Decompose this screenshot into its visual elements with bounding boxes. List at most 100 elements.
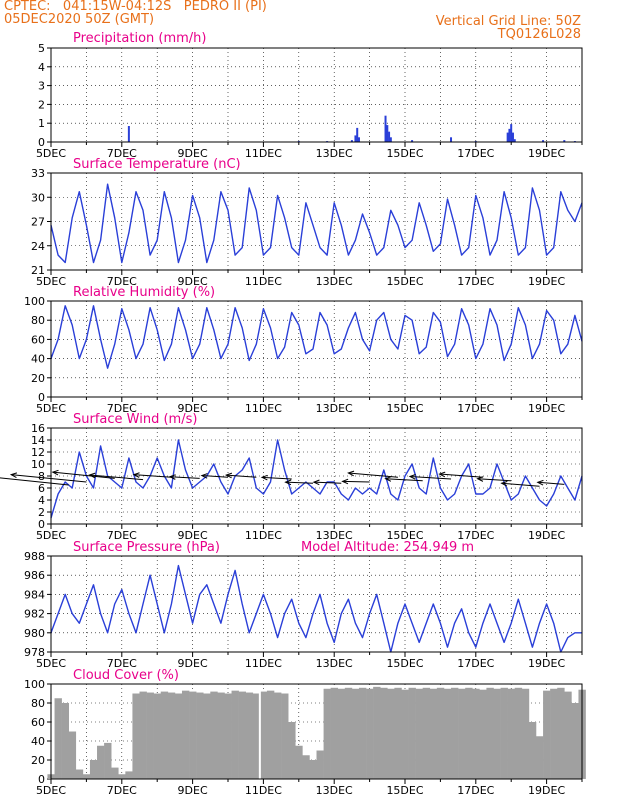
cloud-bar <box>429 688 438 779</box>
y-tick-label: 14 <box>31 434 45 447</box>
wind-arrow <box>385 478 423 482</box>
precip-bar <box>511 132 514 142</box>
wind-arrow-head <box>438 471 446 478</box>
panel-title: Surface Temperature (nC) <box>73 157 241 172</box>
x-tick-label: 5DEC <box>36 784 66 797</box>
cloud-bar <box>458 688 466 779</box>
cloud-bar <box>436 687 445 779</box>
date-header: 05DEC2020 50Z (GMT) <box>4 12 155 27</box>
x-tick-label: 19DEC <box>528 657 565 670</box>
cloud-bar <box>373 686 381 779</box>
x-tick-label: 7DEC <box>107 147 137 160</box>
x-tick-label: 5DEC <box>36 657 66 670</box>
cloud-bar <box>231 690 239 779</box>
cloud-bar <box>274 692 282 779</box>
cloud-bar <box>89 760 98 779</box>
y-tick-label: 16 <box>31 422 45 435</box>
y-tick-label: 4 <box>38 494 45 507</box>
wind-arrow-head <box>51 469 59 476</box>
wind-arrow <box>285 481 313 484</box>
x-tick-label: 17DEC <box>457 657 494 670</box>
y-tick-label: 6 <box>38 482 45 495</box>
cloud-bar <box>125 771 133 779</box>
wind-arrow-head <box>384 476 392 482</box>
precip-bar <box>513 139 516 142</box>
station-header: CPTEC: 041:15W-04:12S PEDRO II (PI) <box>4 0 267 14</box>
cloud-bar <box>281 693 289 779</box>
cloud-bar <box>189 691 197 779</box>
wind-arrow-head <box>132 472 140 478</box>
cloud-bar <box>238 691 246 779</box>
y-tick-label: 4 <box>38 61 45 74</box>
wind-arrow <box>342 480 370 483</box>
y-tick-label: 1 <box>38 117 45 130</box>
cloud-bar <box>394 687 402 779</box>
series-line <box>50 183 583 264</box>
y-tick-label: 100 <box>24 678 45 691</box>
x-tick-label: 11DEC <box>245 402 282 415</box>
x-tick-label: 15DEC <box>386 275 423 288</box>
wind-arrow-head <box>168 474 176 480</box>
x-tick-label: 7DEC <box>107 402 137 415</box>
cloud-bar <box>543 690 551 779</box>
cloud-bar <box>266 690 275 779</box>
cloud-bar <box>387 688 395 779</box>
precip-bar <box>508 128 511 142</box>
cloud-bar <box>507 688 516 779</box>
cloud-bar <box>465 687 473 779</box>
y-tick-label: 986 <box>24 569 45 582</box>
panel-5: 0 20 40 60 80 100 5DEC 7DEC 9DEC 11DEC 13DEC 15DEC 1… <box>24 668 586 797</box>
x-tick-label: 13DEC <box>316 784 353 797</box>
y-tick-label: 80 <box>31 697 45 710</box>
y-tick-label: 33 <box>31 167 45 180</box>
wind-arrow-head <box>536 479 544 486</box>
y-tick-label: 0 <box>38 136 45 149</box>
cloud-bar <box>330 687 339 779</box>
y-tick-label: 40 <box>31 353 45 366</box>
plot-frame <box>50 683 583 780</box>
x-tick-label: 19DEC <box>528 529 565 542</box>
y-tick-label: 10 <box>31 458 45 471</box>
x-tick-label: 19DEC <box>528 402 565 415</box>
x-tick-label: 15DEC <box>386 402 423 415</box>
x-tick-label: 5DEC <box>36 147 66 160</box>
cloud-bar <box>97 745 105 779</box>
cloud-bar <box>337 688 346 779</box>
cloud-bar <box>75 769 84 779</box>
x-tick-label: 17DEC <box>457 784 494 797</box>
y-tick-label: 20 <box>31 754 45 767</box>
cloud-bar <box>443 688 452 779</box>
panel-title: Surface Wind (m/s) <box>73 412 197 427</box>
x-tick-label: 19DEC <box>528 784 565 797</box>
y-tick-label: 80 <box>31 314 45 327</box>
precip-bar <box>127 126 130 142</box>
wind-arrow-head <box>347 470 355 477</box>
wind-arrow-head <box>284 479 292 486</box>
wind-arrow <box>201 475 229 478</box>
cloud-bar <box>295 745 303 779</box>
cloud-bar <box>528 722 537 779</box>
wind-arrow <box>501 482 540 487</box>
wind-arrow <box>0 477 69 486</box>
y-tick-label: 8 <box>38 470 45 483</box>
y-tick-label: 12 <box>31 446 45 459</box>
y-tick-label: 0 <box>38 773 45 786</box>
x-tick-label: 9DEC <box>178 147 208 160</box>
precip-bar <box>450 137 453 142</box>
cloud-bar <box>174 693 183 779</box>
panel-0: 0 1 2 3 4 5 5DEC 7DEC 9DEC 11DEC 13DEC 15DEC 17DEC 19… <box>36 31 583 160</box>
x-tick-label: 13DEC <box>316 402 353 415</box>
x-tick-label: 11DEC <box>245 784 282 797</box>
cloud-bar <box>167 692 176 779</box>
precip-bar <box>563 140 566 142</box>
wind-arrow <box>439 473 483 478</box>
cloud-bar <box>351 688 360 779</box>
x-tick-label: 9DEC <box>178 275 208 288</box>
wind-arrow-head <box>200 473 208 479</box>
wind-arrow <box>409 475 452 480</box>
x-tick-label: 15DEC <box>386 147 423 160</box>
x-tick-label: 17DEC <box>457 147 494 160</box>
wind-arrow-head <box>260 474 268 481</box>
cloud-bar <box>181 690 190 779</box>
panel-title: Relative Humidity (%) <box>73 285 215 300</box>
